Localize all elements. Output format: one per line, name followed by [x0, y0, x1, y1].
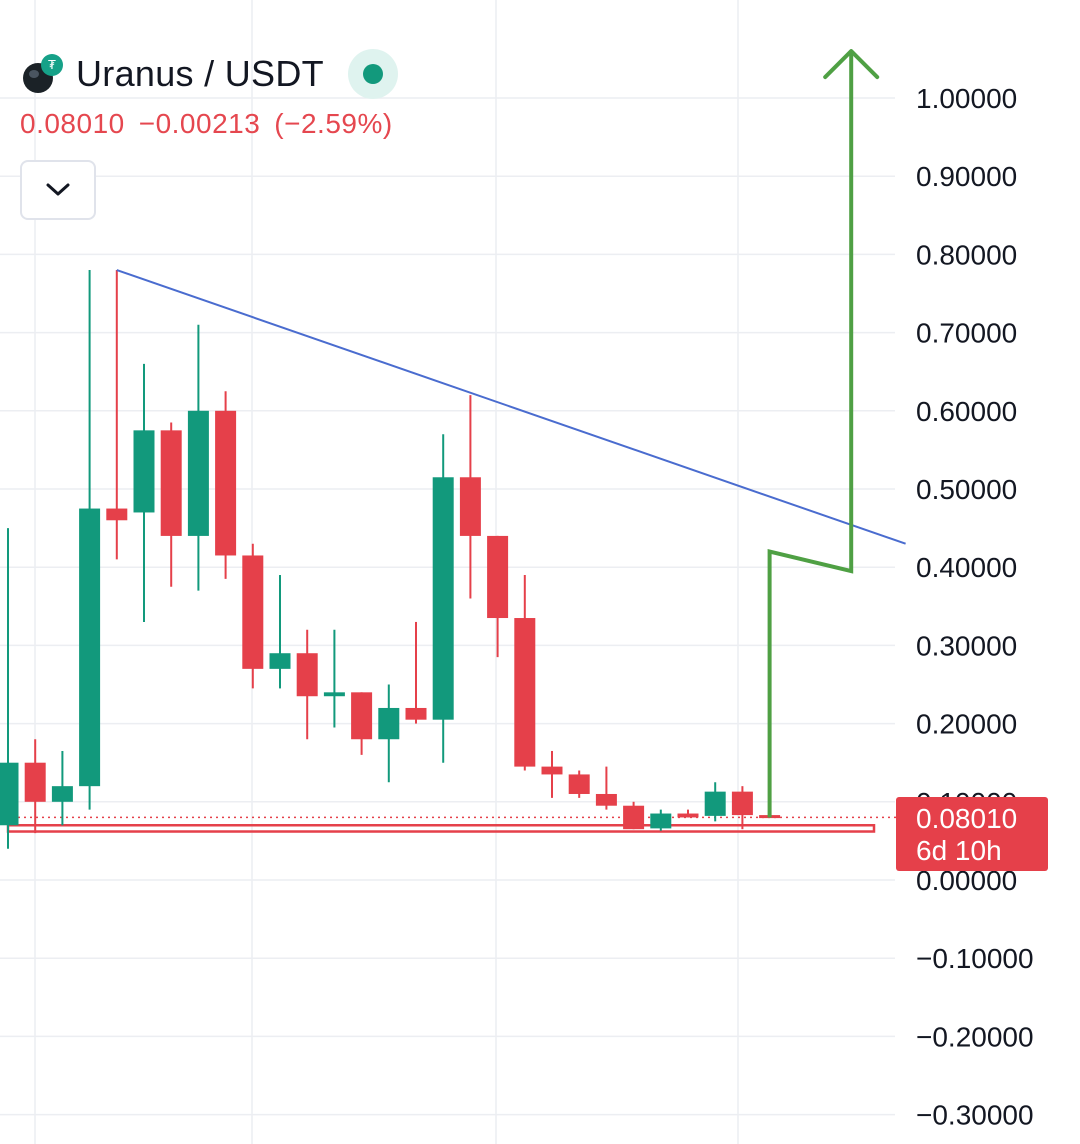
market-status-indicator[interactable] [347, 49, 398, 99]
last-price-tag-value: 0.08010 [916, 803, 1018, 834]
projection-arrow [767, 51, 854, 818]
candle-body [296, 653, 318, 697]
price-axis-label: 1.00000 [916, 83, 1017, 114]
price-axis-label: −0.30000 [916, 1100, 1034, 1131]
candle-body [106, 508, 128, 521]
symbol-title[interactable]: Uranus / USDT [76, 53, 324, 94]
candle-body [650, 813, 672, 829]
candle-body [487, 535, 509, 619]
candle-body [269, 653, 291, 669]
price-axis-label: −0.20000 [916, 1021, 1034, 1052]
candle-body [405, 707, 427, 720]
quote-line: 0.08010 −0.00213 (−2.59%) [20, 108, 407, 140]
candle-body [378, 707, 400, 740]
support-zone-box [6, 824, 876, 833]
projection-arrow-head [823, 49, 880, 80]
candle-body [432, 477, 454, 720]
candle-body [459, 477, 481, 536]
candle-body [187, 410, 209, 536]
candle-body [215, 410, 237, 556]
price-axis-label: −0.10000 [916, 943, 1034, 974]
price-axis-label: 0.60000 [916, 396, 1017, 427]
candle-body [24, 762, 46, 802]
candle-body [704, 791, 726, 816]
price-axis-label: 0.30000 [916, 630, 1017, 661]
price-axis-label: 0.50000 [916, 474, 1017, 505]
candle-body [242, 555, 264, 669]
symbol-header: ₮ Uranus / USDT 0.08010 −0.00213 (−2.59%) [20, 48, 407, 140]
last-price-tag: 0.08010 6d 10h [896, 797, 1048, 871]
candle-body [160, 430, 182, 536]
market-open-dot-icon [362, 64, 383, 84]
candle-body [79, 508, 101, 787]
price-axis-label: 0.40000 [916, 552, 1017, 583]
candle-body [0, 762, 19, 826]
last-price: 0.08010 [20, 108, 125, 139]
candle-body [731, 791, 753, 816]
candle-body [541, 766, 563, 775]
candle-body [51, 786, 73, 802]
uranus-coin-icon: ₮ [20, 52, 64, 96]
price-axis-label: 0.20000 [916, 709, 1017, 740]
candle-body [623, 805, 645, 830]
collapse-legend-button[interactable] [20, 160, 96, 220]
price-change: −0.00213 [138, 108, 261, 139]
candle-body [595, 793, 617, 806]
chevron-down-icon [46, 183, 70, 196]
candle-body [568, 774, 590, 794]
bar-countdown: 6d 10h [916, 835, 1002, 866]
trendline [116, 269, 906, 545]
price-axis-label: 0.80000 [916, 239, 1017, 270]
svg-text:₮: ₮ [48, 58, 56, 72]
candles [0, 270, 781, 849]
support-zone [0, 816, 896, 833]
price-axis-label: 0.70000 [916, 318, 1017, 349]
candle-body [351, 692, 373, 740]
candle-body [514, 618, 536, 767]
price-change-percent: (−2.59%) [274, 108, 393, 139]
price-axis-label: 0.90000 [916, 161, 1017, 192]
candle-body [677, 813, 699, 818]
drawings [116, 49, 906, 818]
price-axis[interactable]: 1.00000 0.90000 0.80000 0.70000 0.60000 0.500… [916, 83, 1034, 1131]
candle-body [133, 430, 155, 513]
candle-body [323, 692, 345, 697]
